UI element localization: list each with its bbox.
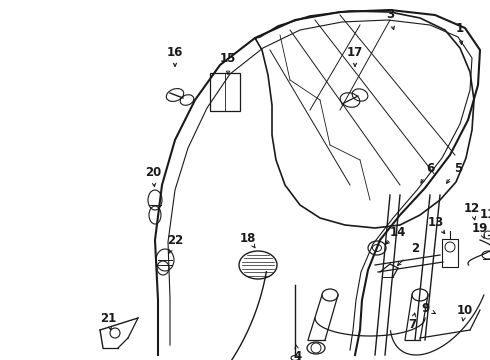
Text: 4: 4 bbox=[294, 350, 302, 360]
Text: 13: 13 bbox=[428, 216, 444, 229]
Text: 20: 20 bbox=[145, 166, 161, 180]
Text: 7: 7 bbox=[408, 319, 416, 332]
Text: 14: 14 bbox=[390, 225, 406, 238]
Text: 1: 1 bbox=[456, 22, 464, 35]
Text: 5: 5 bbox=[454, 162, 462, 175]
Text: 17: 17 bbox=[347, 45, 363, 58]
Text: 19: 19 bbox=[472, 221, 488, 234]
Text: 3: 3 bbox=[386, 9, 394, 22]
Bar bbox=[442, 239, 458, 267]
Text: 2: 2 bbox=[411, 242, 419, 255]
Text: 12: 12 bbox=[464, 202, 480, 215]
Text: 18: 18 bbox=[240, 231, 256, 244]
Text: 10: 10 bbox=[457, 303, 473, 316]
Text: 11: 11 bbox=[480, 208, 490, 221]
Text: 6: 6 bbox=[426, 162, 434, 175]
Text: 9: 9 bbox=[421, 302, 429, 315]
Text: 22: 22 bbox=[167, 234, 183, 247]
Bar bbox=[210, 73, 240, 111]
Text: 21: 21 bbox=[100, 311, 116, 324]
Text: 16: 16 bbox=[167, 45, 183, 58]
Text: 15: 15 bbox=[220, 51, 236, 64]
